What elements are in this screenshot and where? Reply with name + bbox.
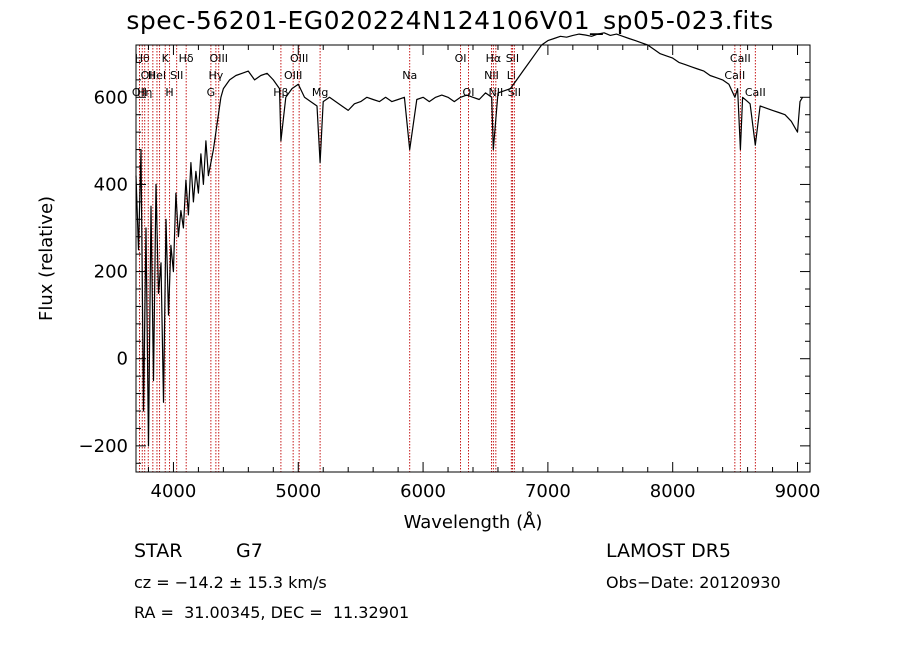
line-label: Hβ bbox=[273, 86, 288, 99]
y-tick-label: 400 bbox=[94, 174, 128, 195]
y-tick-label: 0 bbox=[117, 349, 128, 370]
redshift-text: cz = −14.2 ± 15.3 km/s bbox=[134, 573, 327, 592]
object-subclass: G7 bbox=[236, 540, 263, 562]
x-tick-label: 4000 bbox=[151, 481, 197, 502]
line-label: OI bbox=[455, 52, 467, 65]
object-class: STAR bbox=[134, 540, 183, 562]
line-label: K bbox=[162, 52, 170, 65]
obs-date: Obs−Date: 20120930 bbox=[606, 573, 781, 592]
x-tick-label: 8000 bbox=[650, 481, 696, 502]
x-axis-label: Wavelength (Å) bbox=[404, 511, 543, 533]
plot-frame bbox=[135, 44, 811, 473]
line-label: OII bbox=[141, 69, 156, 82]
line-label: CaII bbox=[724, 69, 745, 82]
x-tick-label: 7000 bbox=[525, 481, 571, 502]
line-label: Hα bbox=[486, 52, 502, 65]
line-label: Hδ bbox=[179, 52, 194, 65]
line-label: SII bbox=[170, 69, 183, 82]
line-label: Na bbox=[402, 69, 417, 82]
chart-title: spec-56201-EG020224N124106V01_sp05-023.f… bbox=[126, 6, 774, 35]
coordinates-text: RA = 31.00345, DEC = 11.32901 bbox=[134, 603, 410, 622]
x-tick-label: 6000 bbox=[400, 481, 446, 502]
line-label: Hθ bbox=[135, 52, 150, 65]
line-label: Hγ bbox=[208, 69, 223, 82]
line-label: SII bbox=[508, 86, 521, 99]
survey-name: LAMOST DR5 bbox=[606, 540, 731, 562]
y-tick-label: 600 bbox=[94, 87, 128, 108]
line-label: Mg bbox=[312, 86, 328, 99]
line-label: OIII bbox=[290, 52, 308, 65]
line-label: Hη bbox=[137, 86, 152, 99]
line-label: CaII bbox=[745, 86, 766, 99]
line-label: OIII bbox=[284, 69, 302, 82]
line-label: SII bbox=[506, 52, 519, 65]
y-tick-label: −200 bbox=[79, 436, 128, 457]
line-label: NII bbox=[488, 86, 503, 99]
y-tick-label: 200 bbox=[94, 262, 128, 283]
line-label: H bbox=[165, 86, 173, 99]
y-axis-label: Flux (relative) bbox=[36, 196, 57, 321]
line-label: NII bbox=[484, 69, 499, 82]
line-label: CaII bbox=[730, 52, 751, 65]
line-label: G bbox=[207, 86, 216, 99]
x-tick-label: 9000 bbox=[775, 481, 821, 502]
line-label: OI bbox=[463, 86, 475, 99]
spectrum-line bbox=[135, 32, 804, 447]
x-tick-label: 5000 bbox=[275, 481, 321, 502]
line-label: HeI bbox=[148, 69, 166, 82]
line-label: Li bbox=[507, 69, 516, 82]
line-label: OIII bbox=[210, 52, 228, 65]
